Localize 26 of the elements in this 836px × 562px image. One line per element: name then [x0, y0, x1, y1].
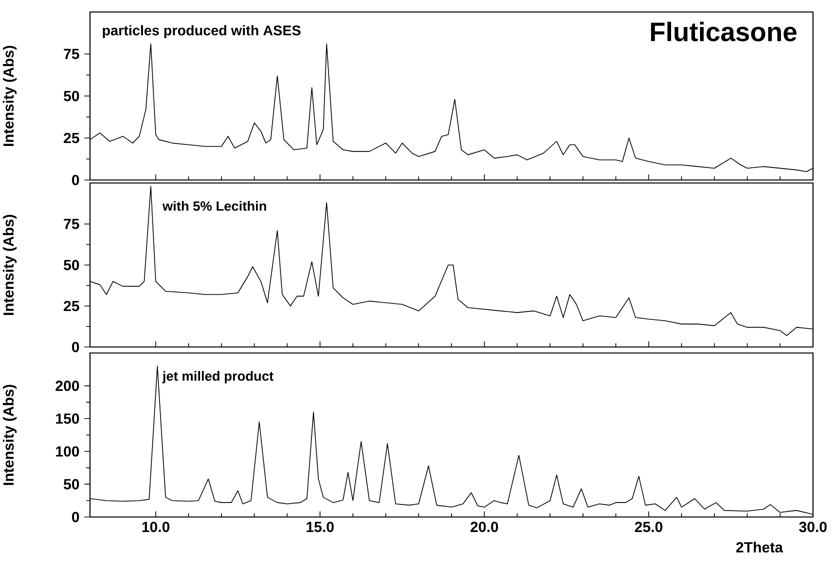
y-tick-label: 0 — [72, 174, 79, 186]
y-tick-label: 150 — [56, 413, 79, 424]
y-tick-label: 75 — [64, 48, 80, 60]
x-tick-label: 25.0 — [634, 522, 662, 532]
y-tick-label: 25 — [64, 300, 80, 312]
y-tick-label: 50 — [64, 260, 79, 270]
x-tick-label: 30.0 — [799, 522, 827, 532]
y-tick-label: 100 — [56, 446, 79, 457]
text: jet milled product — [162, 371, 274, 384]
y-tick-label: 0 — [72, 512, 79, 522]
x-tick-label: 20.0 — [470, 522, 498, 532]
chart-title: Fluticasone — [651, 22, 797, 42]
x-tick-label: 10.0 — [142, 522, 170, 532]
y-axis-title: Intensity (Abs) — [2, 214, 17, 315]
y-tick-label: 75 — [64, 218, 80, 230]
y-tick-label: 200 — [56, 380, 79, 391]
y-tick-label: 0 — [72, 342, 79, 352]
y-tick-label: 25 — [64, 132, 80, 144]
y-axis-title: Intensity (Abs) — [2, 46, 17, 146]
x-tick-label: 15.0 — [306, 522, 334, 532]
text: particles produced with ASES — [102, 25, 301, 38]
text: with 5% Lecithin — [162, 201, 266, 211]
x-axis-title: 2Theta — [736, 542, 784, 552]
y-axis-title: Intensity (Abs) — [2, 384, 17, 485]
y-tick-label: 50 — [64, 479, 79, 490]
y-tick-label: 50 — [64, 90, 79, 102]
